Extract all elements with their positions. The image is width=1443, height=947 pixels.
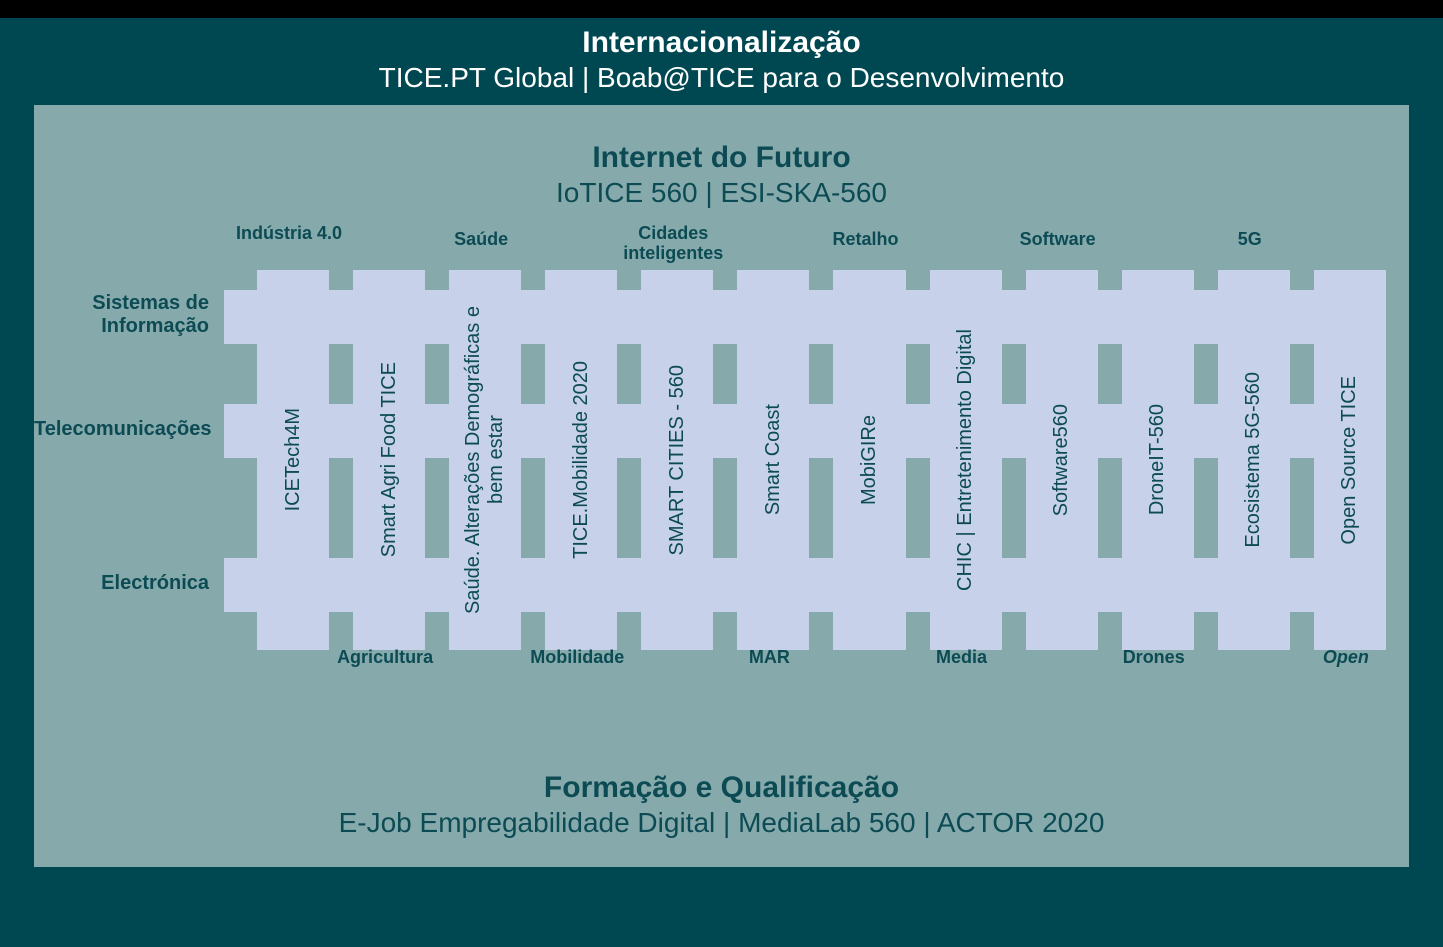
column-label: SMART CITIES - 560 (666, 365, 689, 555)
category-slot: Mobilidade (542, 647, 620, 677)
category-bottom-label: Mobilidade (502, 647, 652, 668)
column: MobiGIRe (830, 260, 908, 680)
category-bottom-label: Drones (1079, 647, 1229, 668)
column-label: TICE.Mobilidade 2020 (570, 361, 593, 559)
column-label: MobiGIRe (858, 415, 881, 505)
column: CHIC | Entretenimento Digital (927, 260, 1005, 680)
header: Internacionalização TICE.PT Global | Boa… (0, 6, 1443, 106)
column-bar: ICETech4M (257, 270, 329, 650)
category-slot: Drones (1119, 647, 1197, 677)
column-label: CHIC | Entretenimento Digital (954, 329, 977, 591)
panel-bottom-footer: Formação e Qualificação E-Job Empregabil… (34, 771, 1409, 839)
column-bar: DroneIT-560 (1122, 270, 1194, 650)
category-bottom-label: Media (887, 647, 1037, 668)
column-label: DroneIT-560 (1146, 404, 1169, 515)
column: DroneIT-560 (1119, 260, 1197, 680)
panel-top-title: Internet do Futuro (34, 141, 1409, 175)
column-bar: Saúde. Alterações Demográficas e bem est… (449, 270, 521, 650)
category-bottom-label: Agricultura (310, 647, 460, 668)
column: Smart Agri Food TICE (350, 260, 428, 680)
page: Internacionalização TICE.PT Global | Boa… (0, 0, 1443, 947)
column-bar: Open Source TICE (1314, 270, 1386, 650)
category-top-label: Cidades inteligentes (598, 224, 748, 264)
column: SMART CITIES - 560 (638, 260, 716, 680)
category-top-label: Saúde (406, 230, 556, 250)
column: ICETech4M (254, 260, 332, 680)
column-bar: SMART CITIES - 560 (641, 270, 713, 650)
column-label: Ecosistema 5G-560 (1242, 372, 1265, 548)
panel-top-header: Internet do Futuro IoTICE 560 | ESI-SKA-… (34, 105, 1409, 209)
column-label: ICETech4M (282, 408, 305, 511)
column: Smart Coast (734, 260, 812, 680)
column-bar: Smart Coast (737, 270, 809, 650)
column-label: Smart Coast (762, 404, 785, 515)
category-bottom-label: MAR (694, 647, 844, 668)
category-top-label: Retalho (790, 230, 940, 250)
column: TICE.Mobilidade 2020 (542, 260, 620, 680)
panel-top-subtitle: IoTICE 560 | ESI-SKA-560 (34, 177, 1409, 209)
column-bar: CHIC | Entretenimento Digital (930, 270, 1002, 650)
category-top-label: 5G (1175, 230, 1325, 250)
column: Software560 (1023, 260, 1101, 680)
column: Ecosistema 5G-560 (1215, 260, 1293, 680)
row-label: Electrónica (34, 572, 219, 595)
grid-area: Sistemas de Informação Telecomunicações … (34, 270, 1409, 670)
column: Open Source TICE (1311, 260, 1389, 680)
category-slot: Media (927, 647, 1005, 677)
row-label: Telecomunicações (34, 418, 219, 441)
columns: ICETech4M Smart Agri Food TICE Saúde. Alte… (254, 260, 1389, 680)
column-bar: TICE.Mobilidade 2020 (545, 270, 617, 650)
column-bar: MobiGIRe (833, 270, 905, 650)
category-slot: Agricultura (350, 647, 428, 677)
column: Saúde. Alterações Demográficas e bem est… (446, 260, 524, 680)
main-panel: Internet do Futuro IoTICE 560 | ESI-SKA-… (34, 105, 1409, 867)
column-bar: Smart Agri Food TICE (353, 270, 425, 650)
category-bottom-label: Open (1271, 647, 1421, 668)
column-bar: Ecosistema 5G-560 (1218, 270, 1290, 650)
column-label: Open Source TICE (1338, 376, 1361, 545)
column-label: Software560 (1050, 404, 1073, 516)
category-top-label: Indústria 4.0 (214, 224, 364, 244)
category-top-label: Software (983, 230, 1133, 250)
panel-bottom-subtitle: E-Job Empregabilidade Digital | MediaLab… (34, 807, 1409, 839)
category-slot: MAR (734, 647, 812, 677)
column-label: Smart Agri Food TICE (378, 362, 401, 557)
header-title: Internacionalização (0, 26, 1443, 60)
row-label: Sistemas de Informação (34, 292, 219, 338)
categories-bottom: Agricultura Mobilidade MAR Media Drones Open (254, 647, 1389, 677)
panel-bottom-title: Formação e Qualificação (34, 771, 1409, 805)
category-slot: Open (1311, 647, 1389, 677)
header-subtitle: TICE.PT Global | Boab@TICE para o Desenv… (0, 62, 1443, 94)
column-label: Saúde. Alterações Demográficas e bem est… (462, 290, 508, 630)
column-bar: Software560 (1026, 270, 1098, 650)
